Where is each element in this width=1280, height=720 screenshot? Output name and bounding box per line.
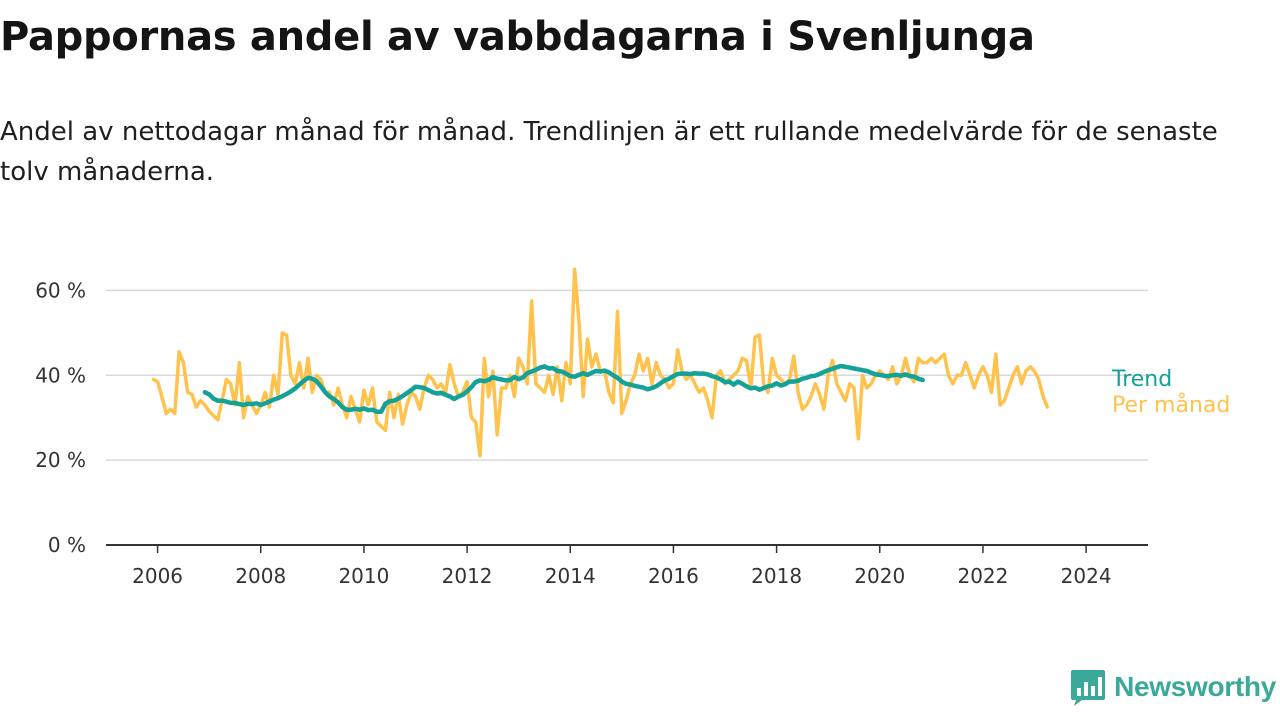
- chart-subtitle: Andel av nettodagar månad för månad. Tre…: [0, 117, 1218, 187]
- y-tick-label: 0 %: [48, 533, 86, 557]
- x-tick-label: 2008: [235, 564, 286, 588]
- x-tick-label: 2016: [648, 564, 699, 588]
- x-tick-label: 2022: [957, 564, 1008, 588]
- newsworthy-logo: Newsworthy: [1070, 668, 1276, 706]
- chart-title: Pappornas andel av vabbdagarna i Svenlju…: [0, 14, 1035, 60]
- x-tick-label: 2006: [132, 564, 183, 588]
- x-tick-label: 2010: [338, 564, 389, 588]
- series-label-per-manad: Per månad: [1112, 392, 1230, 418]
- x-tick-label: 2012: [442, 564, 493, 588]
- series-line-trend: [202, 363, 925, 415]
- series-line-per-manad: [151, 267, 1050, 458]
- newsworthy-logo-icon: [1071, 670, 1106, 706]
- y-tick-label: 40 %: [35, 363, 86, 387]
- x-tick-label: 2014: [545, 564, 596, 588]
- newsworthy-logo-text: Newsworthy: [1114, 671, 1276, 702]
- axes: 0 % 20 % 40 % 60 % 2006 2008 2010 2012 2014 2016 2…: [35, 278, 1148, 588]
- series-label-trend: Trend: [1111, 367, 1172, 392]
- y-tick-label: 20 %: [35, 448, 86, 472]
- x-tick-label: 2020: [854, 564, 905, 588]
- x-tick-label: 2024: [1061, 564, 1112, 588]
- y-tick-label: 60 %: [35, 278, 86, 302]
- series-lines: [151, 267, 1050, 458]
- x-tick-label: 2018: [751, 564, 802, 588]
